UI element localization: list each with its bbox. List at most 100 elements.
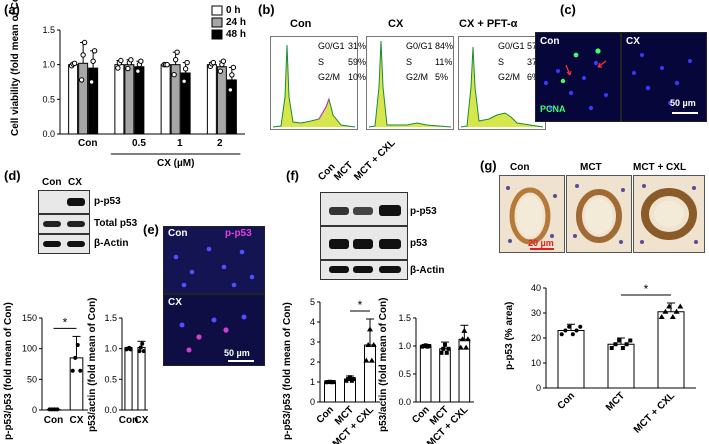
panel-a-point	[227, 87, 234, 93]
panel-a-point	[115, 65, 121, 71]
panel-g-chart-point	[624, 342, 629, 347]
panel-g-chart-point	[613, 342, 618, 347]
panel-a-legend-swatch	[211, 5, 223, 16]
panel-a-point	[138, 58, 144, 64]
panel-b-title-cx: CX	[388, 18, 404, 30]
panel-a-point	[220, 58, 227, 64]
panel-b-con-s: S	[318, 57, 325, 67]
panel-a-point	[174, 49, 180, 55]
panel-a-point	[230, 64, 237, 71]
panel-f-chart1-point	[367, 326, 373, 332]
panel-a-group-label: CX (µM)	[157, 158, 195, 169]
panel-a-point	[229, 72, 235, 78]
panel-f-chart2-ytick-label: 1.5	[398, 313, 411, 323]
panel-f-chart2-ytick-label: 0.0	[398, 397, 411, 407]
panel-d-chart2-point	[140, 341, 145, 346]
panel-f-chart1-point	[370, 342, 377, 347]
panel-b-cx-s: S	[406, 57, 413, 67]
panel-g-chart-point	[617, 338, 622, 343]
panel-d-chart1-point	[73, 355, 78, 360]
panel-b-con-g2: G2/M	[318, 72, 341, 82]
panel-d-chart1-point	[75, 342, 80, 347]
panel-g-chart-point	[567, 324, 572, 329]
panel-f-chart2-point	[439, 350, 444, 355]
panel-a-legend-24h: 24 h	[226, 17, 247, 28]
panel-f-chart1-significance-star: *	[358, 298, 363, 312]
panel-a-x-2: 2	[217, 138, 223, 149]
panel-f-chart1-point	[351, 377, 356, 381]
panel-a-point	[81, 39, 88, 46]
panel-g-chart-ytick-label: 10	[531, 358, 541, 368]
panel-d-chart1-x-label: Con	[44, 415, 63, 426]
panel-f-chart1-ytick-label: 5	[310, 297, 315, 307]
panel-a-x-con: Con	[78, 138, 98, 149]
panel-d-chart2-ytick-label: 1.0	[104, 344, 117, 354]
panel-e-label: (e)	[143, 222, 159, 237]
panel-a-point	[88, 79, 95, 85]
panel-f-chart1-point	[368, 357, 375, 363]
panel-b-title-pft: CX + PFT-α	[459, 18, 518, 30]
panel-g-chart-point	[578, 324, 583, 329]
panel-b-con-g2-val: 10%	[348, 72, 367, 82]
panel-e-title-cx: CX	[168, 297, 182, 308]
panel-a-point	[172, 56, 179, 63]
panel-g-chart-x-label: MCT + CXL	[632, 390, 677, 435]
panel-g-chart-bar	[557, 330, 585, 389]
pcna-image-cx	[621, 32, 707, 122]
panel-a-point	[210, 59, 217, 66]
panel-g-chart-point	[559, 332, 564, 337]
panel-g-title-con: Con	[510, 162, 530, 173]
panel-f-chart2-point	[441, 346, 446, 351]
panel-d-chart2-point	[128, 347, 133, 352]
panel-f-chart2-point	[461, 327, 468, 333]
panel-g-scale-bar	[530, 248, 554, 250]
flow-histogram-con	[270, 36, 358, 130]
panel-d-chart2-ytick-label: 0.5	[104, 374, 117, 384]
panel-d-chart1-ytick-label: 50	[27, 374, 37, 384]
panel-b-con-g0: G0/G1	[318, 41, 345, 51]
panel-a-x-1: 1	[177, 138, 183, 149]
panel-f-chart2-ytick-label: 0.5	[398, 369, 411, 379]
panel-f-band-p53: p53	[410, 238, 428, 249]
panel-c-label: (c)	[560, 2, 576, 17]
panel-f-chart1-ytick-label: 4	[310, 317, 315, 327]
panel-a-ytick-label: 1.5	[42, 25, 55, 35]
panel-b-con-s-val: 59%	[348, 57, 367, 67]
panel-a-point	[80, 52, 86, 58]
panel-b-cx-g2: G2/M	[406, 72, 429, 82]
panel-b-pft-g2: G2/M	[498, 72, 521, 82]
panel-g-chart-x-label: MCT	[604, 390, 627, 413]
flow-histogram-cx	[366, 36, 454, 130]
panel-g-chart-ytick-label: 30	[531, 308, 541, 318]
panel-e-scale: 50 µm	[224, 348, 250, 358]
panel-f-chart1-point	[363, 357, 370, 363]
panel-g-chart-ytick-label: 40	[531, 283, 541, 293]
panel-a-point	[171, 71, 177, 78]
panel-d-lane-con: Con	[42, 177, 62, 188]
panel-a-ytick-label: 0.0	[42, 129, 55, 139]
panel-d-blot-actin	[38, 234, 90, 254]
panel-b-cx-g0-val: 84%	[435, 41, 454, 51]
panel-d-chart1-point	[78, 368, 83, 373]
panel-a-ytick-label: 0.5	[42, 94, 55, 104]
panel-b-con-g0-val: 31%	[348, 41, 367, 51]
panel-a-x-05: 0.5	[132, 138, 146, 149]
panel-g-chart-point	[628, 338, 633, 343]
panel-a-point	[184, 59, 190, 66]
panel-a-legend-swatch	[211, 17, 223, 28]
panel-g-chart-point	[677, 303, 684, 309]
panel-d-band-total: Total p53	[94, 218, 138, 229]
panel-f-chart1-ytick-label: 3	[310, 337, 315, 347]
panel-d-chart2-point	[138, 345, 143, 350]
panel-f-chart2-point	[464, 336, 471, 342]
panel-d-chart2-x-label: Con	[119, 415, 138, 426]
panel-a-point	[90, 58, 96, 64]
panel-c-title-con: Con	[540, 36, 560, 47]
panel-e-stain: p-p53	[225, 228, 252, 239]
panel-f-chart2-point	[446, 346, 451, 351]
panel-a-ytick-label: 1.0	[42, 60, 55, 70]
panel-a-point	[125, 65, 131, 72]
panel-g-chart-ytick-label: 0	[536, 383, 541, 393]
panel-f-chart1-point	[348, 375, 352, 380]
